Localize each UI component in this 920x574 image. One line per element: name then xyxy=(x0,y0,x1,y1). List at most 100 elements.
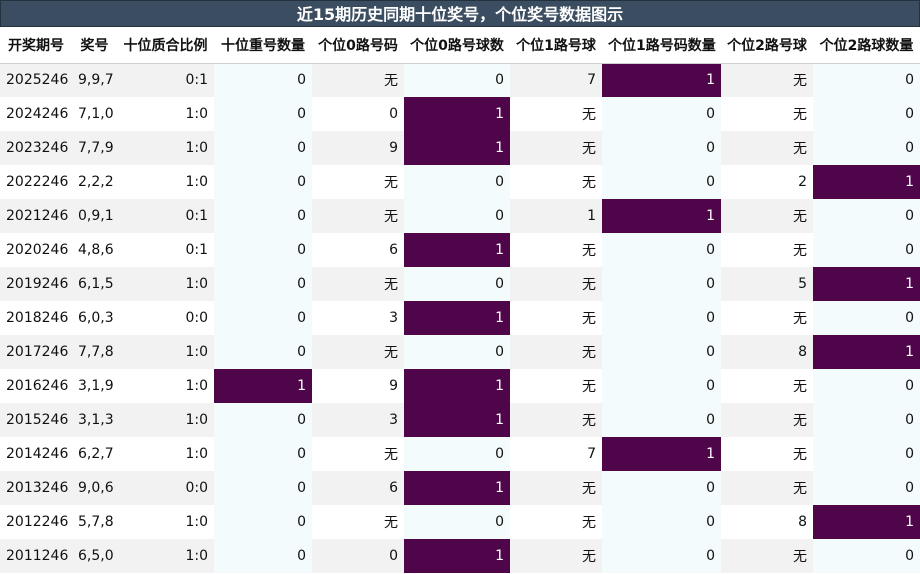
units-route0-ball-count-cell: 1 xyxy=(404,403,510,437)
units-route2-ball-count-cell: 0 xyxy=(813,97,920,131)
units-route0-ball-count-cell: 0 xyxy=(404,63,510,97)
units-route0-ball-count-cell: 1 xyxy=(404,301,510,335)
draw-number-cell: 2024246 xyxy=(0,97,72,131)
units-route1-number-count-cell: 0 xyxy=(602,97,721,131)
draw-number-cell: 2013246 xyxy=(0,471,72,505)
units-route0-ball-count-cell: 0 xyxy=(404,335,510,369)
units-route0-ball-count-cell: 1 xyxy=(404,369,510,403)
units-route2-ball-count-cell: 0 xyxy=(813,471,920,505)
tens-repeat-count-cell: 0 xyxy=(214,539,312,573)
table-row: 2014246 6,2,7 1:0 0 无 0 7 1 无 0 xyxy=(0,437,920,471)
units-route1-number-count-cell: 0 xyxy=(602,267,721,301)
draw-number-cell: 2020246 xyxy=(0,233,72,267)
units-route0-ball-count-cell: 1 xyxy=(404,131,510,165)
tens-repeat-count-cell: 0 xyxy=(214,63,312,97)
tens-repeat-count-cell: 0 xyxy=(214,267,312,301)
units-route2-ball-cell: 无 xyxy=(721,437,813,471)
units-route1-ball-cell: 无 xyxy=(510,369,602,403)
draw-number-cell: 2015246 xyxy=(0,403,72,437)
units-route0-number-cell: 无 xyxy=(312,335,404,369)
units-route0-ball-count-cell: 0 xyxy=(404,267,510,301)
tens-repeat-count-cell: 0 xyxy=(214,403,312,437)
units-route2-ball-count-cell: 0 xyxy=(813,63,920,97)
units-route1-ball-cell: 无 xyxy=(510,301,602,335)
tens-repeat-count-cell: 0 xyxy=(214,437,312,471)
draw-number-cell: 2021246 xyxy=(0,199,72,233)
units-route2-ball-count-cell: 1 xyxy=(813,505,920,539)
draw-number-cell: 2018246 xyxy=(0,301,72,335)
units-route2-ball-cell: 无 xyxy=(721,539,813,573)
units-route1-ball-cell: 无 xyxy=(510,267,602,301)
units-route1-ball-cell: 无 xyxy=(510,165,602,199)
tens-repeat-count-cell: 0 xyxy=(214,97,312,131)
units-route1-number-count-cell: 0 xyxy=(602,403,721,437)
units-route0-number-cell: 9 xyxy=(312,131,404,165)
tens-repeat-count-cell: 0 xyxy=(214,505,312,539)
winning-numbers-cell: 3,1,3 xyxy=(72,403,117,437)
units-route1-number-count-cell: 0 xyxy=(602,165,721,199)
units-route0-number-cell: 6 xyxy=(312,233,404,267)
table-row: 2012246 5,7,8 1:0 0 无 0 无 0 8 1 xyxy=(0,505,920,539)
tens-prime-ratio-cell: 1:0 xyxy=(117,437,214,471)
winning-numbers-cell: 7,7,9 xyxy=(72,131,117,165)
units-route1-number-count-cell: 0 xyxy=(602,131,721,165)
draw-number-cell: 2022246 xyxy=(0,165,72,199)
table-row: 2025246 9,9,7 0:1 0 无 0 7 1 无 0 xyxy=(0,63,920,97)
units-route2-ball-count-cell: 0 xyxy=(813,199,920,233)
winning-numbers-cell: 7,1,0 xyxy=(72,97,117,131)
header-row: 开奖期号 奖号 十位质合比例 十位重号数量 个位0路号码 个位0路号球数 个位1路号球 个位1… xyxy=(0,27,920,64)
tens-prime-ratio-cell: 1:0 xyxy=(117,267,214,301)
units-route1-ball-cell: 7 xyxy=(510,63,602,97)
table-row: 2019246 6,1,5 1:0 0 无 0 无 0 5 1 xyxy=(0,267,920,301)
col-units-route2-ball-header: 个位2路号球 xyxy=(721,27,813,64)
units-route0-ball-count-cell: 1 xyxy=(404,97,510,131)
draw-number-cell: 2023246 xyxy=(0,131,72,165)
units-route2-ball-cell: 无 xyxy=(721,369,813,403)
winning-numbers-cell: 6,1,5 xyxy=(72,267,117,301)
units-route1-number-count-cell: 1 xyxy=(602,199,721,233)
units-route2-ball-count-cell: 1 xyxy=(813,335,920,369)
units-route2-ball-cell: 5 xyxy=(721,267,813,301)
units-route1-number-count-cell: 0 xyxy=(602,335,721,369)
draw-number-cell: 2012246 xyxy=(0,505,72,539)
table-row: 2023246 7,7,9 1:0 0 9 1 无 0 无 0 xyxy=(0,131,920,165)
units-route0-number-cell: 9 xyxy=(312,369,404,403)
units-route2-ball-cell: 无 xyxy=(721,301,813,335)
results-table: 开奖期号 奖号 十位质合比例 十位重号数量 个位0路号码 个位0路号球数 个位1路号球 个位1… xyxy=(0,27,920,573)
units-route1-number-count-cell: 0 xyxy=(602,301,721,335)
tens-prime-ratio-cell: 1:0 xyxy=(117,369,214,403)
units-route2-ball-cell: 无 xyxy=(721,233,813,267)
units-route2-ball-count-cell: 0 xyxy=(813,403,920,437)
tens-prime-ratio-cell: 1:0 xyxy=(117,131,214,165)
col-tens-prime-ratio-header: 十位质合比例 xyxy=(117,27,214,64)
tens-repeat-count-cell: 0 xyxy=(214,233,312,267)
col-tens-repeat-count-header: 十位重号数量 xyxy=(214,27,312,64)
units-route2-ball-cell: 8 xyxy=(721,335,813,369)
tens-repeat-count-cell: 0 xyxy=(214,199,312,233)
table-row: 2018246 6,0,3 0:0 0 3 1 无 0 无 0 xyxy=(0,301,920,335)
table-header: 开奖期号 奖号 十位质合比例 十位重号数量 个位0路号码 个位0路号球数 个位1路号球 个位1… xyxy=(0,27,920,64)
winning-numbers-cell: 9,9,7 xyxy=(72,63,117,97)
units-route1-number-count-cell: 1 xyxy=(602,437,721,471)
units-route2-ball-count-cell: 0 xyxy=(813,233,920,267)
units-route1-ball-cell: 7 xyxy=(510,437,602,471)
table-row: 2020246 4,8,6 0:1 0 6 1 无 0 无 0 xyxy=(0,233,920,267)
units-route1-number-count-cell: 0 xyxy=(602,539,721,573)
units-route0-number-cell: 无 xyxy=(312,199,404,233)
units-route0-number-cell: 3 xyxy=(312,301,404,335)
units-route1-ball-cell: 无 xyxy=(510,233,602,267)
winning-numbers-cell: 4,8,6 xyxy=(72,233,117,267)
units-route1-ball-cell: 1 xyxy=(510,199,602,233)
tens-prime-ratio-cell: 0:1 xyxy=(117,233,214,267)
col-units-route0-number-header: 个位0路号码 xyxy=(312,27,404,64)
units-route2-ball-count-cell: 0 xyxy=(813,539,920,573)
col-winning-numbers-header: 奖号 xyxy=(72,27,117,64)
tens-prime-ratio-cell: 1:0 xyxy=(117,165,214,199)
table-body: 2025246 9,9,7 0:1 0 无 0 7 1 无 0 2024246 7,1,0 1:0 0 0 1… xyxy=(0,63,920,573)
units-route1-ball-cell: 无 xyxy=(510,97,602,131)
winning-numbers-cell: 9,0,6 xyxy=(72,471,117,505)
tens-prime-ratio-cell: 1:0 xyxy=(117,403,214,437)
tens-prime-ratio-cell: 1:0 xyxy=(117,335,214,369)
units-route2-ball-count-cell: 1 xyxy=(813,165,920,199)
units-route2-ball-cell: 无 xyxy=(721,403,813,437)
